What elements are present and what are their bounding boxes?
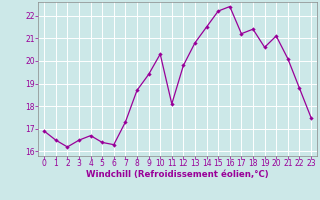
X-axis label: Windchill (Refroidissement éolien,°C): Windchill (Refroidissement éolien,°C) bbox=[86, 170, 269, 179]
